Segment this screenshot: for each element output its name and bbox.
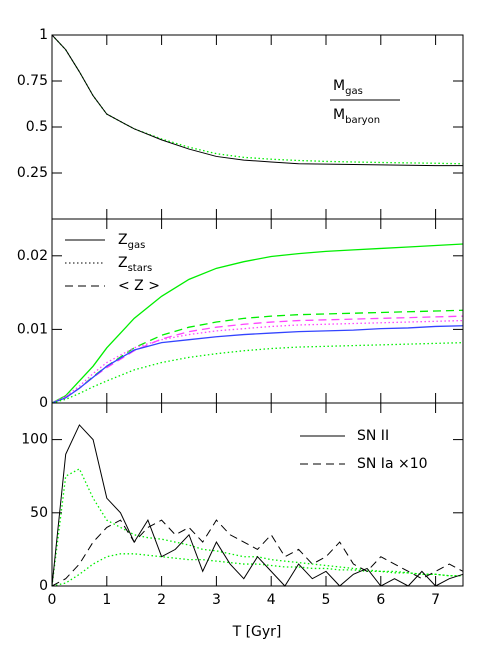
x-tick-label: 6	[376, 592, 385, 608]
x-tick-label: 2	[157, 592, 166, 608]
series-line	[51, 553, 463, 587]
y-tick-label: 0.5	[26, 119, 48, 135]
series-line	[51, 424, 464, 587]
y-tick-label: 0.75	[17, 73, 48, 89]
label: Mgas	[333, 78, 363, 97]
series-line	[51, 309, 464, 404]
y-tick-label: 1	[39, 27, 48, 43]
label-main: Z	[118, 255, 128, 271]
series-line	[51, 34, 463, 167]
label-main: SN II	[357, 428, 389, 444]
label: < Z >	[118, 278, 160, 294]
plot-frame	[51, 402, 464, 587]
label-main: < Z >	[118, 278, 160, 294]
y-tick-label: 50	[30, 505, 48, 521]
label-main: M	[333, 78, 345, 94]
plot-frame	[51, 218, 464, 404]
series-line	[51, 243, 464, 404]
x-tick-label: 7	[431, 592, 440, 608]
label-sub: gas	[345, 86, 363, 97]
y-tick-label: 0	[39, 578, 48, 594]
label-sub: stars	[128, 263, 153, 274]
label-sub: gas	[128, 240, 146, 251]
y-tick-label: 0.25	[17, 165, 48, 181]
plot-frame	[51, 34, 464, 220]
series-line	[51, 315, 464, 404]
label: SN Ia ×10	[357, 456, 428, 472]
x-tick-label: 4	[267, 592, 276, 608]
label-sub: baryon	[345, 115, 380, 126]
y-tick-label: 0.02	[17, 248, 48, 264]
label-main: SN Ia ×10	[357, 456, 428, 472]
series-line	[51, 319, 464, 404]
x-tick-label: 5	[322, 592, 331, 608]
series-line	[51, 325, 464, 404]
y-tick-label: 0.01	[17, 321, 48, 337]
label: Zstars	[118, 255, 152, 274]
series-line	[51, 519, 464, 587]
x-tick-label: 1	[102, 592, 111, 608]
x-axis-label: T [Gyr]	[232, 624, 282, 640]
x-tick-label: 0	[48, 592, 57, 608]
series-line	[51, 467, 463, 587]
label: SN II	[357, 428, 389, 444]
y-tick-label: 100	[21, 432, 48, 448]
label: Mbaryon	[333, 107, 380, 126]
x-tick-label: 3	[212, 592, 221, 608]
series-line	[51, 34, 464, 165]
label: Zgas	[118, 232, 145, 251]
label-main: M	[333, 107, 345, 123]
y-tick-label: 0	[39, 395, 48, 411]
series-line	[51, 342, 464, 404]
label-main: Z	[118, 232, 128, 248]
